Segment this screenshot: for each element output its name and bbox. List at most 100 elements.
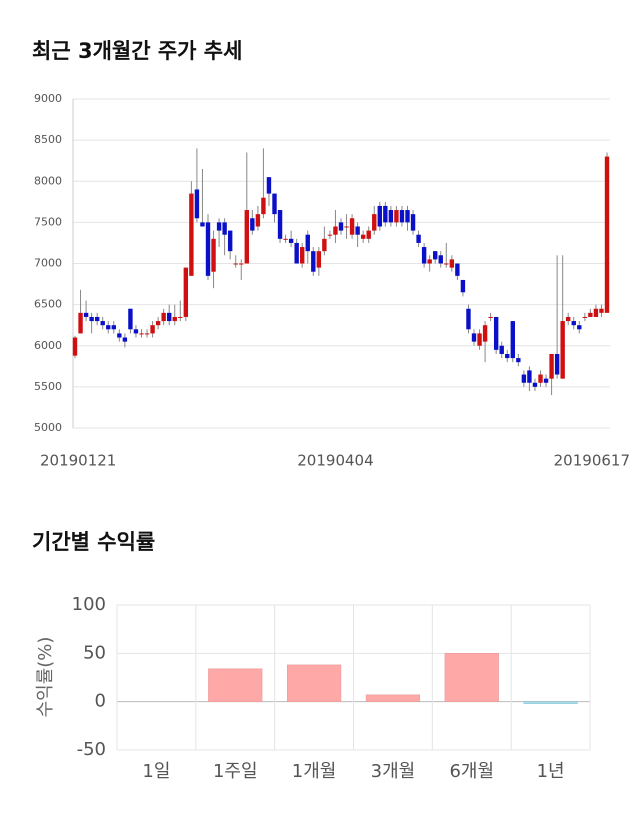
candle-body [78,312,83,334]
candle-body [211,238,216,272]
x-tick-label: 6개월 [449,761,494,782]
candle-body [344,226,349,228]
candle-body [554,353,560,375]
candle-body [377,205,382,227]
candle-body [532,382,538,387]
candle-body [355,226,360,235]
candle-body [277,210,283,239]
candle-body [294,242,299,264]
candle-body [305,234,310,252]
candle-body [388,210,394,223]
candle-body [255,214,261,227]
candle-body [133,329,139,334]
y-tick-label: 5500 [34,380,62,393]
candle-body [200,222,205,227]
bar [286,664,342,702]
candle-body [427,259,432,264]
candle-body [189,193,194,276]
candle-body [261,197,266,215]
chart-title: 기간별 수익률 [32,530,155,554]
candle-body [493,316,499,350]
candle-body [94,316,100,322]
y-tick-label: 100 [72,594,106,615]
candle-body [72,337,78,356]
chart-title: 최근 3개월간 주가 추세 [32,39,242,63]
candle-body [405,210,410,223]
candle-body [327,234,333,236]
candle-body [333,226,338,235]
candle-body [338,222,344,231]
candle-body [178,316,183,318]
candle-body [83,312,89,317]
candle-body [410,214,416,231]
bar [444,653,499,702]
y-tick-label: 6000 [34,339,62,352]
candle-body [172,316,177,322]
candle-body [566,316,571,322]
candle-body [516,358,521,363]
candle-body [383,205,388,223]
candle-body [471,333,477,342]
candle-body [549,353,554,379]
candle-body [349,218,355,235]
candle-body [244,210,249,264]
candle-body [161,312,166,322]
candle-body [89,316,94,322]
y-tick-label: 0 [95,691,106,712]
candle-body [139,333,144,335]
candle-body [444,263,449,265]
candle-body [316,251,322,268]
x-tick-label: 1일 [142,761,170,782]
y-tick-label: 50 [83,642,106,663]
candle-body [222,222,227,235]
x-tick-label: 20190617 [554,452,630,470]
candle-body [266,177,272,194]
candle-body [510,321,515,359]
candle-body [250,218,255,231]
candle-body [106,325,111,330]
y-axis-label: 수익률(%) [35,637,56,718]
y-tick-label: 9000 [34,92,62,105]
candle-body [577,325,582,330]
candle-body [527,370,532,383]
x-tick-label: 3개월 [371,761,416,782]
candle-body [183,267,189,317]
candle-body [167,312,172,322]
candle-body [111,325,116,330]
candle-body [239,263,244,265]
y-tick-label: 6500 [34,298,62,311]
candle-body [155,321,161,326]
y-tick-label: 7000 [34,257,62,270]
x-tick-label: 20190121 [40,452,116,470]
candle-body [505,353,510,359]
x-tick-label: 1년 [537,761,565,782]
candle-body [416,234,421,243]
candle-body [421,247,427,264]
y-tick-label: -50 [77,739,106,760]
y-tick-label: 5000 [34,421,62,434]
bar [208,668,263,702]
candle-body [571,321,576,326]
candle-body [366,230,371,239]
y-tick-label: 8000 [34,174,62,187]
candle-body [233,263,238,265]
candle-body [205,222,211,276]
candle-body [216,222,222,231]
candle-body [322,238,327,252]
candle-body [300,247,305,264]
candle-body [117,333,122,338]
x-tick-label: 1개월 [292,761,337,782]
candle-body [599,308,604,313]
candle-body [582,316,588,318]
bar [365,694,421,702]
y-tick-label: 8500 [34,133,62,146]
candle-body [283,238,288,240]
candle-body [433,251,438,260]
candle-body [128,308,133,330]
candle-body [438,255,443,264]
candle-body [460,279,466,293]
candle-body [466,308,471,330]
candle-body [538,374,543,383]
candle-body [122,337,128,342]
